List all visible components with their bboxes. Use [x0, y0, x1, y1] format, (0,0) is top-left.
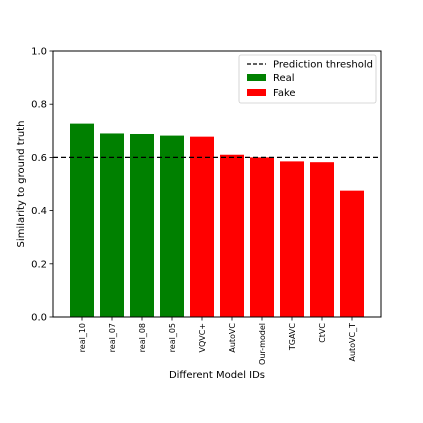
y-tick-label: 0.8: [31, 100, 47, 111]
bar-real-08: [130, 133, 154, 317]
bar-our-model: [250, 157, 274, 317]
legend-real-label: Real: [273, 73, 295, 84]
y-tick-label: 1.0: [31, 47, 47, 58]
plot-frame: [52, 50, 382, 318]
bar-real-07: [100, 133, 124, 317]
x-tick-label: VQVC+: [198, 323, 207, 353]
bar-ctvc: [310, 162, 334, 317]
y-axis-ticks: 0.0 0.2 0.4 0.6 0.8 1.0: [31, 47, 53, 324]
legend-real-swatch: [247, 74, 266, 81]
x-axis-ticks: real_10 real_07 real_08 real_05 VQVC+ AutoVC O…: [78, 317, 357, 365]
x-tick-label: AutoVC: [228, 323, 237, 353]
bar-real-05: [160, 135, 184, 317]
y-axis-label: Similarity to ground truth: [16, 121, 27, 248]
x-tick-label: real_08: [138, 323, 147, 352]
bar-vqvc-: [190, 136, 214, 317]
x-tick-label: Our-model: [258, 323, 267, 365]
y-tick-label: 0.0: [31, 313, 47, 324]
x-tick-label: CtVC: [318, 323, 327, 343]
legend-fake-swatch: [247, 89, 266, 96]
x-tick-label: real_10: [78, 323, 87, 352]
y-tick-label: 0.6: [31, 153, 47, 164]
bar-tgavc: [280, 161, 304, 317]
legend: Prediction threshold Real Fake: [238, 54, 377, 104]
y-tick-label: 0.2: [31, 259, 47, 270]
x-tick-label: AutoVC_T: [348, 323, 357, 362]
x-tick-label: TGAVC: [288, 323, 297, 352]
bar-autovc-t: [340, 190, 364, 317]
x-tick-label: real_05: [168, 323, 177, 352]
bars-group: [70, 123, 364, 317]
legend-box: [238, 54, 377, 104]
bar-real-10: [70, 123, 94, 317]
legend-fake-label: Fake: [273, 88, 296, 99]
bar-autovc: [220, 154, 244, 317]
x-tick-label: real_07: [108, 323, 117, 352]
y-tick-label: 0.4: [31, 206, 47, 217]
legend-threshold-label: Prediction threshold: [273, 60, 373, 71]
x-axis-label: Different Model IDs: [169, 370, 265, 381]
